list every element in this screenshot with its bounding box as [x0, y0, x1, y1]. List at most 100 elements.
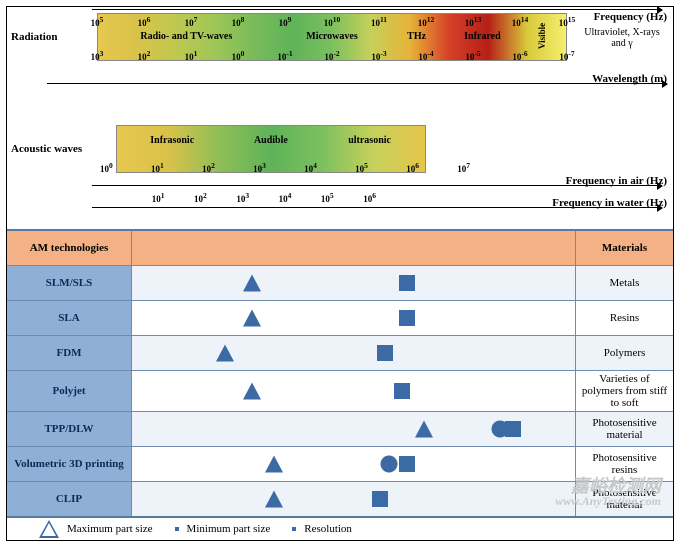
air-tick: 107 [457, 161, 470, 174]
band-0: Radio- and TV-waves [140, 31, 232, 42]
freq-axis-arrow [92, 9, 662, 10]
air-tick: 103 [253, 161, 266, 174]
am-name: TPP/DLW [7, 412, 132, 446]
table-header: AM technologies Materials [7, 229, 673, 265]
legend-label: Minimum part size [187, 523, 271, 535]
uv-xray-label: Ultraviolet, X-rays and γ [577, 27, 667, 49]
wave-tick: 102 [138, 49, 151, 62]
aband-0: Infrasonic [150, 135, 194, 146]
water-tick: 101 [152, 191, 165, 204]
legend-item: Minimum part size [175, 523, 271, 535]
wave-tick: 10-2 [324, 49, 339, 62]
marker-tri [265, 491, 283, 508]
material: Photosensitive material [575, 412, 673, 446]
table-row: Polyjet Varieties of polymers from stiff … [7, 370, 673, 411]
marker-sq [372, 491, 388, 507]
table-row: SLM/SLS Metals [7, 265, 673, 300]
marker-sq [399, 275, 415, 291]
table-row: TPP/DLW Photosensitive material [7, 411, 673, 446]
freq-tick: 108 [232, 15, 245, 28]
air-tick: 106 [406, 161, 419, 174]
am-name: FDM [7, 336, 132, 370]
table-row: FDM Polymers [7, 335, 673, 370]
legend-item: Resolution [292, 523, 352, 535]
marker-tri [243, 383, 261, 400]
legend: Maximum part size Minimum part size Resolu… [7, 516, 673, 540]
legend-shape [175, 527, 179, 531]
marker-tri [243, 310, 261, 327]
marker-cell [132, 482, 575, 516]
am-name: Polyjet [7, 371, 132, 411]
aband-1: Audible [254, 135, 288, 146]
freq-tick: 109 [279, 15, 292, 28]
air-tick: 102 [202, 161, 215, 174]
legend-label: Maximum part size [67, 523, 153, 535]
water-tick: 103 [236, 191, 249, 204]
marker-sq [399, 310, 415, 326]
table-row: SLA Resins [7, 300, 673, 335]
wave-tick: 10-4 [418, 49, 433, 62]
air-tick: 100 [100, 161, 113, 174]
header-am: AM technologies [7, 231, 132, 265]
legend-shape [292, 527, 296, 531]
table-row: Volumetric 3D printing Photosensitive res… [7, 446, 673, 481]
wave-tick: 10-7 [559, 49, 574, 62]
water-axis-label: Frequency in water (Hz) [552, 197, 667, 209]
marker-tri [243, 275, 261, 292]
material: Varieties of polymers from stiff to soft [575, 371, 673, 411]
wave-axis-label: Wavelength (m) [592, 73, 667, 85]
marker-tri [415, 421, 433, 438]
wave-tick: 101 [185, 49, 198, 62]
marker-cell [132, 447, 575, 481]
water-tick: 106 [363, 191, 376, 204]
wave-tick: 103 [91, 49, 104, 62]
header-mid [132, 231, 575, 265]
radiation-label: Radiation [11, 31, 57, 43]
am-table: AM technologiesMaterialsSLM/SLSMetalsSLA… [7, 229, 673, 516]
material: Metals [575, 266, 673, 300]
air-axis-label: Frequency in air (Hz) [566, 175, 667, 187]
legend-item: Maximum part size [39, 520, 153, 538]
marker-cell [132, 336, 575, 370]
legend-label: Resolution [304, 523, 352, 535]
marker-cell [132, 266, 575, 300]
band-2: THz [407, 31, 426, 42]
freq-tick: 106 [138, 15, 151, 28]
material: Photosensitive material [575, 482, 673, 516]
marker-sq [399, 456, 415, 472]
marker-tri [216, 345, 234, 362]
marker-sq [505, 421, 521, 437]
freq-tick: 107 [185, 15, 198, 28]
tri-icon [39, 520, 59, 538]
am-name: SLM/SLS [7, 266, 132, 300]
am-name: Volumetric 3D printing [7, 447, 132, 481]
wave-axis-arrow [47, 83, 667, 84]
figure-frame: Radiation Frequency (Hz) Radio- and TV-wav… [6, 6, 674, 541]
marker-tri [265, 456, 283, 473]
wave-tick: 10-3 [371, 49, 386, 62]
air-tick: 105 [355, 161, 368, 174]
band-1: Microwaves [306, 31, 357, 42]
material: Resins [575, 301, 673, 335]
marker-cell [132, 371, 575, 411]
wave-tick: 10-6 [512, 49, 527, 62]
freq-tick: 1013 [465, 15, 482, 28]
wave-tick: 100 [232, 49, 245, 62]
air-tick: 104 [304, 161, 317, 174]
marker-sq [377, 345, 393, 361]
marker-circ [380, 456, 397, 473]
air-tick: 101 [151, 161, 164, 174]
freq-axis-label: Frequency (Hz) [594, 11, 667, 23]
freq-tick: 1015 [559, 15, 576, 28]
material: Polymers [575, 336, 673, 370]
spectrum-panel: Radiation Frequency (Hz) Radio- and TV-wav… [7, 7, 673, 227]
marker-cell [132, 301, 575, 335]
am-name: SLA [7, 301, 132, 335]
band-4: Visible [537, 23, 547, 49]
freq-tick: 1011 [371, 15, 387, 28]
freq-tick: 105 [91, 15, 104, 28]
header-mat: Materials [575, 231, 673, 265]
material: Photosensitive resins [575, 447, 673, 481]
aband-2: ultrasonic [348, 135, 391, 146]
water-tick: 104 [279, 191, 292, 204]
